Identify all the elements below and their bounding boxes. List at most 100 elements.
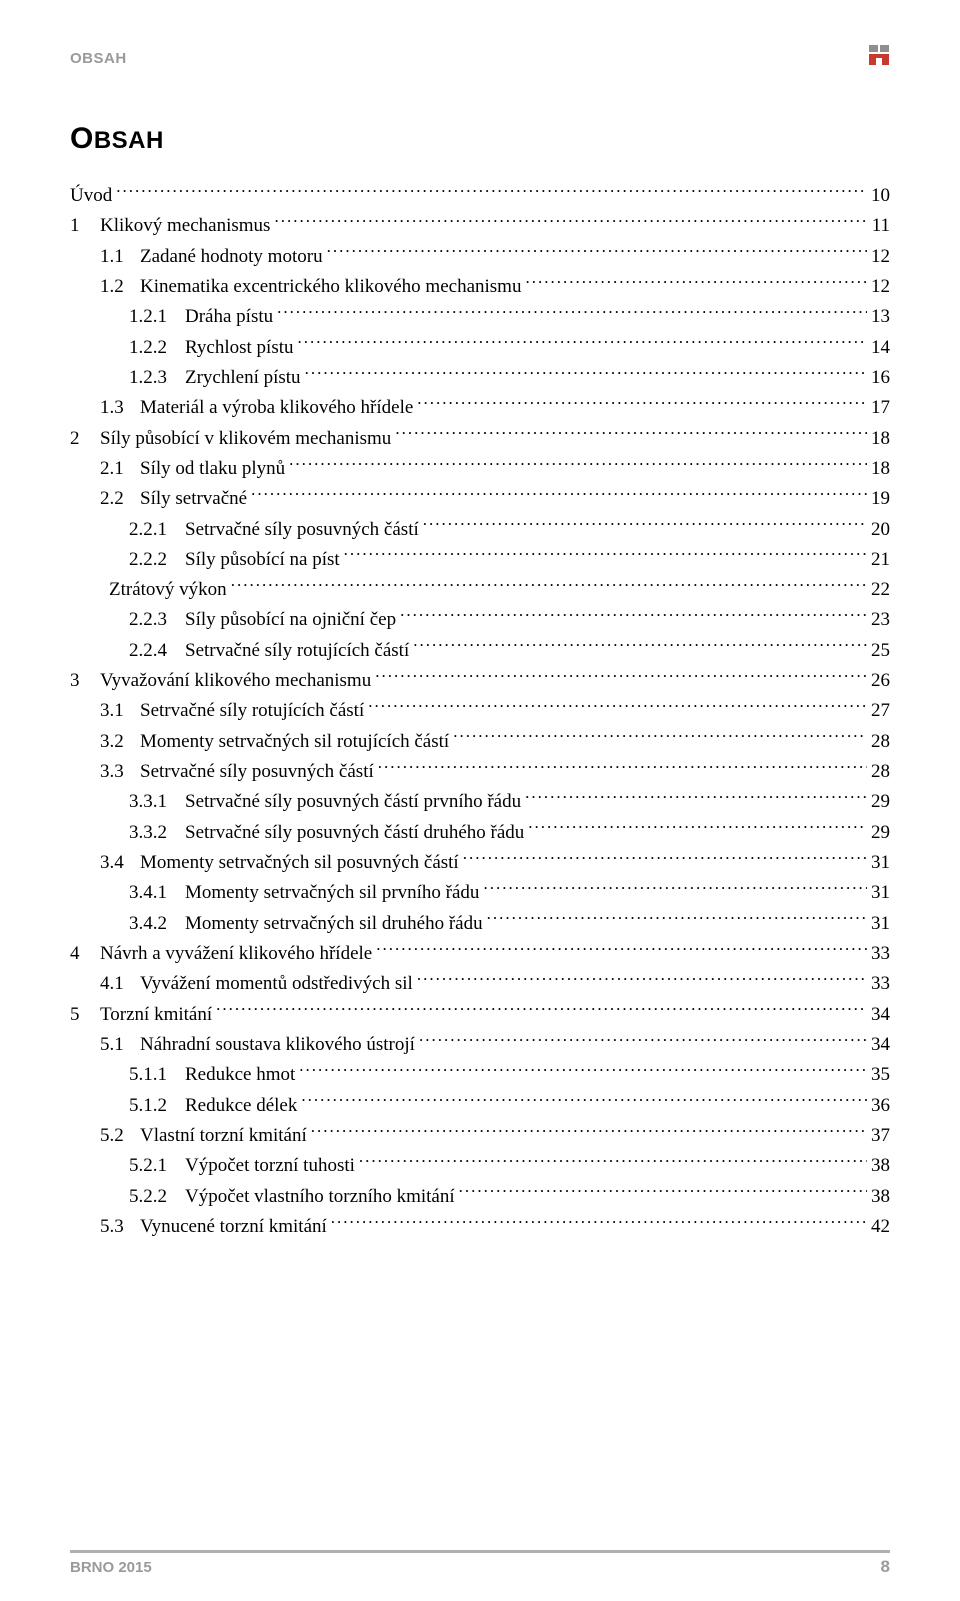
toc-number: 3.1: [100, 696, 140, 725]
toc-page: 31: [867, 878, 890, 907]
toc-page: 27: [867, 696, 890, 725]
toc-leader: [423, 514, 867, 535]
toc-entry: 1.3Materiál a výroba klikového hřídele17: [70, 392, 890, 422]
toc-page: 10: [867, 181, 890, 210]
page-footer: BRNO 2015 8: [70, 1550, 890, 1577]
toc-leader: [483, 878, 867, 899]
toc-entry: 2.2.2Síly působící na píst21: [70, 544, 890, 574]
toc-number: 2.2: [100, 484, 140, 513]
toc-label: Síly působící v klikovém mechanismu: [100, 424, 395, 453]
toc-entry: 3.4.1Momenty setrvačných sil prvního řád…: [70, 878, 890, 908]
toc-leader: [231, 574, 867, 595]
toc-label: Síly působící na píst: [185, 545, 344, 574]
toc-label: Vynucené torzní kmitání: [140, 1212, 331, 1241]
toc-leader: [216, 999, 867, 1020]
toc-label: Setrvačné síly posuvných částí: [140, 757, 378, 786]
toc-leader: [311, 1120, 867, 1141]
toc-page: 19: [867, 484, 890, 513]
toc-leader: [395, 423, 867, 444]
toc-label: Ztrátový výkon: [109, 575, 231, 604]
toc-entry: Ztrátový výkon22: [70, 574, 890, 604]
page: OBSAH OBSAH Úvod101Klikový mechanismus11…: [0, 0, 960, 1601]
toc-number: 1.2.3: [129, 363, 185, 392]
toc-leader: [400, 605, 867, 626]
toc-number: 2.2.4: [129, 636, 185, 665]
toc-number: 2: [70, 424, 100, 453]
toc-number: 1.3: [100, 393, 140, 422]
toc-page: 42: [867, 1212, 890, 1241]
toc-label: Setrvačné síly posuvných částí prvního ř…: [185, 787, 525, 816]
toc-page: 25: [867, 636, 890, 665]
toc-page: 33: [867, 939, 890, 968]
toc-leader: [344, 544, 867, 565]
toc-number: 5.3: [100, 1212, 140, 1241]
toc-page: 28: [867, 757, 890, 786]
toc-label: Redukce délek: [185, 1091, 301, 1120]
toc-entry: 1.2Kinematika excentrického klikového me…: [70, 271, 890, 301]
toc-page: 29: [867, 818, 890, 847]
toc-entry: 1.2.2Rychlost pístu14: [70, 332, 890, 362]
toc-number: 3.4.2: [129, 909, 185, 938]
toc-page: 37: [867, 1121, 890, 1150]
toc-page: 11: [868, 211, 890, 240]
toc-number: 3.3.2: [129, 818, 185, 847]
toc-leader: [417, 969, 867, 990]
toc-leader: [301, 1090, 867, 1111]
toc-entry: 5.2.2Výpočet vlastního torzního kmitání3…: [70, 1181, 890, 1211]
toc-label: Síly setrvačné: [140, 484, 251, 513]
toc-leader: [327, 241, 867, 262]
toc-page: 21: [867, 545, 890, 574]
toc-leader: [359, 1151, 867, 1172]
toc-number: 2.2.3: [129, 605, 185, 634]
toc-entry: 2.2Síly setrvačné 19: [70, 483, 890, 513]
toc-leader: [116, 180, 867, 201]
toc-entry: 1.1Zadané hodnoty motoru12: [70, 241, 890, 271]
toc-entry: 3.2Momenty setrvačných sil rotujících čá…: [70, 726, 890, 756]
toc-page: 34: [867, 1000, 890, 1029]
toc-leader: [299, 1060, 867, 1081]
toc-page: 36: [867, 1091, 890, 1120]
toc-number: 3: [70, 666, 100, 695]
toc-number: 5.1.1: [129, 1060, 185, 1089]
toc-label: Zadané hodnoty motoru: [140, 242, 327, 271]
toc-page: 29: [867, 787, 890, 816]
toc-number: 4.1: [100, 969, 140, 998]
running-header: OBSAH: [70, 50, 890, 67]
toc-label: Materiál a výroba klikového hřídele: [140, 393, 417, 422]
toc-label: Klikový mechanismus: [100, 211, 274, 240]
toc-number: 2.2.1: [129, 515, 185, 544]
toc-label: Momenty setrvačných sil prvního řádu: [185, 878, 483, 907]
toc-number: 5.2.2: [129, 1182, 185, 1211]
toc-entry: 4Návrh a vyvážení klikového hřídele33: [70, 938, 890, 968]
toc-leader: [378, 756, 867, 777]
toc-entry: 3.3.2Setrvačné síly posuvných částí druh…: [70, 817, 890, 847]
footer-page-number: 8: [881, 1557, 890, 1577]
toc-label: Náhradní soustava klikového ústrojí: [140, 1030, 419, 1059]
toc-entry: 2.2.1Setrvačné síly posuvných částí20: [70, 514, 890, 544]
toc-page: 28: [867, 727, 890, 756]
toc-entry: 4.1Vyvážení momentů odstředivých sil33: [70, 969, 890, 999]
toc-page: 31: [867, 909, 890, 938]
toc-number: 4: [70, 939, 100, 968]
footer-left: BRNO 2015: [70, 1559, 152, 1576]
toc-entry: 2.1Síly od tlaku plynů18: [70, 453, 890, 483]
toc-page: 34: [867, 1030, 890, 1059]
toc-entry: 3.3.1Setrvačné síly posuvných částí prvn…: [70, 787, 890, 817]
toc-page: 31: [867, 848, 890, 877]
toc-entry: 3.4.2Momenty setrvačných sil druhého řád…: [70, 908, 890, 938]
toc-page: 23: [867, 605, 890, 634]
toc-leader: [459, 1181, 867, 1202]
toc-number: 5.2.1: [129, 1151, 185, 1180]
toc-leader: [305, 362, 867, 383]
toc-number: 3.4: [100, 848, 140, 877]
toc-label: Setrvačné síly posuvných částí druhého ř…: [185, 818, 528, 847]
toc-leader: [453, 726, 867, 747]
toc-entry: 5.1Náhradní soustava klikového ústrojí34: [70, 1029, 890, 1059]
institution-icon: [868, 44, 890, 66]
toc-page: 33: [867, 969, 890, 998]
toc-number: 1.2.1: [129, 302, 185, 331]
toc-page: 14: [867, 333, 890, 362]
toc-number: 5.1.2: [129, 1091, 185, 1120]
toc-leader: [376, 938, 867, 959]
toc-leader: [419, 1029, 867, 1050]
